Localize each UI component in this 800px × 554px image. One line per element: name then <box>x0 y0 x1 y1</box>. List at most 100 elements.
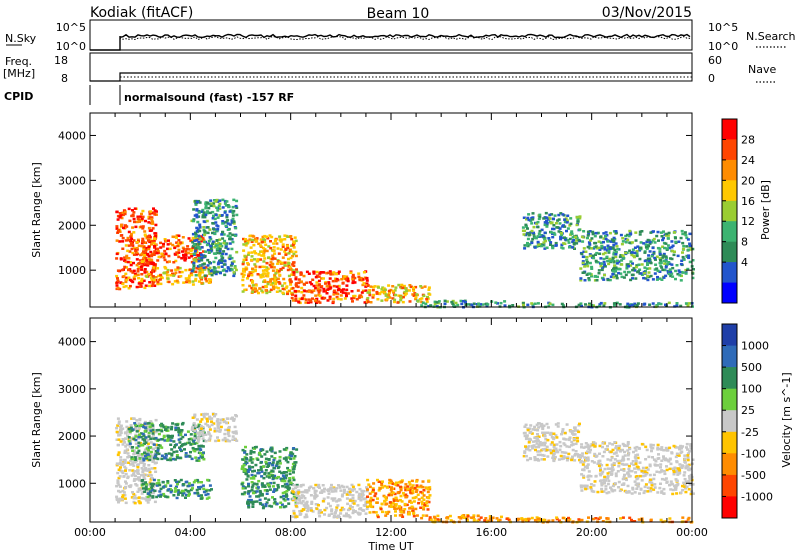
scatter-cell <box>318 514 322 518</box>
scatter-cell <box>536 450 540 453</box>
scatter-cell <box>119 234 123 237</box>
scatter-cell <box>604 231 608 234</box>
scatter-cell <box>213 414 216 418</box>
scatter-cell <box>190 457 194 461</box>
scatter-cell <box>533 246 537 249</box>
scatter-cell <box>188 274 191 277</box>
scatter-cell <box>483 519 487 522</box>
scatter-cell <box>292 471 295 474</box>
scatter-cell <box>283 234 287 237</box>
scatter-cell <box>154 453 158 456</box>
scatter-cell <box>279 240 283 243</box>
scatter-cell <box>567 438 571 442</box>
scatter-cell <box>232 419 236 422</box>
scatter-cell <box>226 219 230 222</box>
scatter-cell <box>565 229 568 233</box>
scatter-cell <box>234 430 238 433</box>
scatter-cell <box>334 511 337 514</box>
scatter-cell <box>193 434 197 438</box>
scatter-cell <box>162 425 166 429</box>
scatter-cell <box>446 516 450 519</box>
scatter-cell <box>233 425 237 429</box>
scatter-cell <box>147 247 151 251</box>
scatter-cell <box>565 221 569 224</box>
scatter-cell <box>302 297 306 301</box>
scatter-cell <box>543 444 547 447</box>
scatter-cell <box>134 474 137 478</box>
scatter-cell <box>587 447 591 450</box>
scatter-cell <box>228 232 232 235</box>
scatter-cell <box>420 297 424 300</box>
scatter-cell <box>643 266 647 269</box>
scatter-cell <box>611 468 615 471</box>
scatter-cell <box>225 269 229 273</box>
scatter-cell <box>590 267 594 270</box>
scatter-cell <box>206 210 209 213</box>
scatter-cell <box>392 499 396 502</box>
scatter-cell <box>589 483 593 486</box>
scatter-cell <box>121 443 125 446</box>
scatter-cell <box>404 292 408 295</box>
scatter-cell <box>346 508 350 512</box>
scatter-cell <box>240 467 244 471</box>
scatter-cell <box>559 237 563 241</box>
scatter-cell <box>116 286 120 290</box>
scatter-cell <box>525 243 529 247</box>
scatter-cell <box>391 297 395 300</box>
scatter-cell <box>246 240 250 244</box>
scatter-cell <box>265 492 269 495</box>
scatter-cell <box>525 434 529 437</box>
scatter-cell <box>242 463 246 467</box>
scatter-cell <box>578 217 582 220</box>
scatter-cell <box>305 290 309 293</box>
scatter-cell <box>211 231 214 235</box>
scatter-cell <box>141 497 145 500</box>
scatter-cell <box>585 258 589 262</box>
scatter-cell <box>241 275 245 278</box>
scatter-cell <box>634 277 638 280</box>
scatter-cell <box>586 450 590 453</box>
scatter-cell <box>201 215 205 219</box>
scatter-cell <box>120 223 123 227</box>
scatter-cell <box>428 494 432 497</box>
scatter-cell <box>399 508 403 511</box>
scatter-cell <box>124 285 128 288</box>
scatter-cell <box>616 448 620 452</box>
scatter-cell <box>674 446 678 449</box>
scatter-cell <box>279 501 283 504</box>
scatter-cell <box>305 489 309 492</box>
scatter-cell <box>526 241 529 245</box>
scatter-cell <box>454 301 458 305</box>
scatter-cell <box>427 286 431 289</box>
scatter-cell <box>214 413 218 416</box>
scatter-cell <box>310 291 314 294</box>
scatter-cell <box>586 264 590 268</box>
scatter-cell <box>197 242 201 246</box>
scatter-cell <box>138 433 141 436</box>
scatter-cell <box>365 298 369 301</box>
scatter-cell <box>389 479 393 482</box>
scatter-cell <box>588 445 592 448</box>
scatter-cell <box>360 291 364 294</box>
scatter-cell <box>191 245 195 248</box>
scatter-cell <box>625 463 629 466</box>
scatter-cell <box>147 262 151 265</box>
scatter-cell <box>197 259 201 263</box>
scatter-cell <box>148 458 152 462</box>
scatter-cell <box>254 463 258 467</box>
scatter-cell <box>528 449 532 452</box>
scatter-cell <box>375 501 379 504</box>
scatter-cell <box>318 301 322 304</box>
scatter-cell <box>191 483 195 487</box>
scatter-cell <box>412 289 416 292</box>
scatter-cell <box>365 282 369 285</box>
scatter-cell <box>197 494 201 497</box>
scatter-cell <box>399 485 402 489</box>
scatter-cell <box>422 494 426 497</box>
scatter-cell <box>115 284 119 287</box>
scatter-cell <box>194 258 197 261</box>
scatter-cell <box>655 255 659 258</box>
scatter-cell <box>636 484 640 488</box>
scatter-cell <box>198 424 202 427</box>
scatter-cell <box>273 501 277 504</box>
